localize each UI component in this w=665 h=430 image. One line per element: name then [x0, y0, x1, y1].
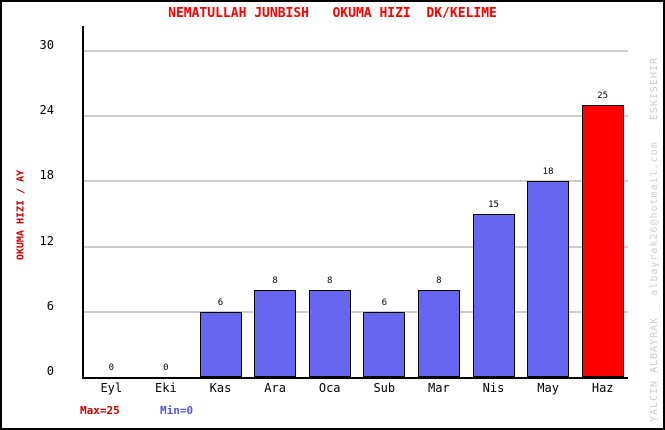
gridline-y-18 — [84, 180, 628, 183]
x-tick-haz: Haz — [591, 381, 614, 395]
bar-value-may: 18 — [542, 167, 554, 178]
watermark: YALCIN ALBAYRAK _ albayrak26@hotmail.com… — [649, 56, 660, 422]
x-tick-kas: Kas — [209, 381, 232, 395]
bar-sub — [363, 311, 406, 377]
bar-mar — [417, 290, 460, 377]
x-tick-eyl: Eyl — [100, 381, 123, 395]
y-tick-30: 30 — [39, 38, 54, 52]
y-tick-24: 24 — [39, 103, 54, 118]
x-tick-ara: Ara — [264, 381, 286, 395]
gridline-y-12 — [84, 245, 628, 248]
x-tick-may: May — [537, 381, 559, 395]
plot-area: 0 6 12 18 24 30 0 Eyl 0 Eki 6 Kas 8 Ara 8 Oca 6 Sub 8 Mar 15… — [40, 26, 628, 395]
gridline-y-6 — [84, 310, 628, 313]
min-value-label: Min=0 — [160, 404, 194, 417]
bar-value-haz: 25 — [597, 91, 609, 102]
gridline-y-30 — [84, 50, 628, 52]
bar-value-eyl: 0 — [108, 363, 115, 373]
y-axis-label: OKUMA HIZI / AY — [15, 169, 27, 261]
bar-value-ara: 8 — [272, 276, 278, 287]
bar-value-mar: 8 — [436, 276, 442, 287]
y-tick-6: 6 — [46, 298, 54, 313]
y-tick-12: 12 — [39, 233, 54, 248]
y-tick-18: 18 — [39, 168, 54, 183]
bar-value-nis: 15 — [488, 200, 499, 210]
bar-kas — [199, 311, 242, 377]
bar-value-kas: 6 — [217, 297, 224, 308]
x-tick-sub: Sub — [373, 381, 396, 395]
x-tick-oca: Oca — [318, 381, 341, 395]
bar-haz — [581, 105, 624, 377]
bar-value-eki: 0 — [163, 363, 169, 373]
bar-ara — [254, 290, 297, 377]
x-tick-eki: Eki — [155, 381, 177, 395]
chart-title: NEMATULLAH JUNBISH OKUMA HIZI DK/KELIME — [168, 6, 497, 21]
bar-value-sub: 6 — [381, 297, 388, 308]
bar-value-oca: 8 — [326, 276, 333, 287]
bar-nis — [472, 214, 515, 377]
y-tick-0: 0 — [46, 364, 54, 378]
bar-may — [527, 181, 570, 377]
bar-oca — [308, 290, 351, 377]
x-tick-nis: Nis — [482, 381, 505, 395]
max-value-label: Max=25 — [80, 404, 120, 417]
gridline-y-24 — [84, 115, 628, 118]
x-tick-mar: Mar — [428, 381, 450, 395]
